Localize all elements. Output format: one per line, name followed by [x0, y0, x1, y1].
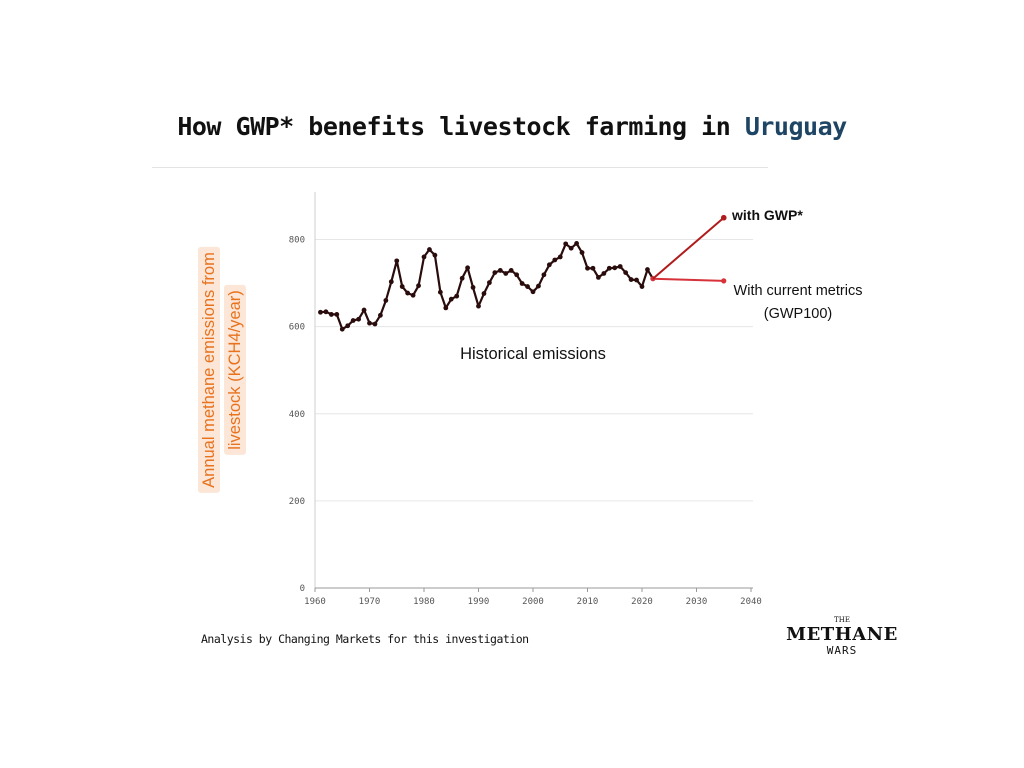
gwp100-label: With current metrics — [734, 283, 863, 299]
historical-data-point — [432, 252, 438, 258]
historical-emissions-line — [320, 242, 654, 331]
historical-data-point — [530, 289, 536, 295]
historical-emissions-points — [318, 241, 656, 332]
historical-data-point — [612, 265, 618, 271]
historical-data-point — [557, 254, 563, 260]
historical-data-point — [470, 285, 476, 290]
gwp100-projection-line — [652, 277, 724, 282]
historical-data-point — [345, 323, 351, 329]
y-tick-label: 800 — [289, 236, 305, 246]
chart-title-country: Uruguay — [744, 112, 847, 141]
title-divider — [152, 167, 768, 168]
historical-data-point — [552, 257, 558, 263]
y-tick-label: 200 — [289, 497, 305, 507]
historical-data-point — [405, 290, 411, 296]
historical-data-point — [334, 312, 340, 317]
gwp-star-label: with GWP* — [731, 207, 803, 223]
x-tick-label: 1970 — [359, 597, 381, 607]
historical-data-point — [437, 289, 443, 295]
historical-data-point — [508, 268, 514, 273]
historical-data-point — [394, 258, 400, 264]
historical-data-point — [590, 265, 596, 271]
historical-data-point — [563, 241, 569, 247]
historical-data-point — [465, 265, 470, 271]
historical-data-point — [634, 277, 639, 283]
x-tick-label: 2030 — [686, 597, 708, 607]
historical-data-point — [601, 271, 607, 276]
historical-emissions-label: Historical emissions — [460, 345, 606, 363]
historical-data-point — [388, 279, 394, 285]
historical-data-point — [579, 250, 585, 255]
historical-data-point — [568, 245, 574, 251]
historical-data-point — [356, 316, 361, 322]
historical-data-point — [541, 272, 547, 278]
historical-data-point — [454, 293, 460, 299]
historical-data-point — [606, 265, 612, 271]
historical-data-point — [514, 272, 520, 278]
x-tick-label: 2040 — [740, 597, 762, 607]
historical-data-point — [476, 303, 481, 309]
historical-data-point — [574, 241, 579, 246]
historical-data-point — [525, 284, 530, 289]
logo-line-methane: METHANE — [786, 624, 898, 645]
historical-data-point — [378, 312, 383, 318]
historical-data-point — [617, 264, 623, 269]
methane-wars-logo: THE METHANE WARS — [782, 616, 902, 657]
logo-line-the: THE — [834, 616, 850, 624]
historical-data-point — [492, 270, 498, 276]
historical-data-point — [427, 247, 432, 252]
historical-data-point — [623, 270, 629, 276]
historical-data-point — [367, 320, 372, 326]
historical-data-point — [350, 318, 356, 323]
source-note: Analysis by Changing Markets for this in… — [201, 632, 529, 646]
historical-data-point — [383, 298, 389, 303]
historical-data-point — [399, 284, 405, 289]
gwp100-end-point — [721, 278, 727, 284]
historical-data-point — [459, 275, 465, 281]
historical-data-point — [487, 280, 492, 286]
x-tick-label: 1990 — [468, 597, 490, 607]
y-tick-label: 0 — [300, 584, 305, 594]
historical-data-point — [497, 268, 503, 273]
historical-data-point — [645, 267, 650, 272]
x-tick-label: 2000 — [522, 597, 544, 607]
historical-data-point — [443, 305, 449, 311]
y-tick-label: 600 — [289, 323, 305, 333]
historical-data-point — [416, 283, 421, 289]
historical-data-point — [372, 321, 378, 327]
historical-data-point — [596, 274, 601, 280]
historical-data-point — [546, 262, 552, 268]
y-tick-label: 400 — [289, 410, 305, 420]
x-tick-label: 1960 — [304, 597, 326, 607]
historical-data-point — [481, 291, 487, 296]
x-tick-label: 2020 — [631, 597, 653, 607]
historical-data-point — [628, 277, 634, 282]
gwp-star-end-point — [720, 214, 727, 221]
historical-data-point — [361, 307, 367, 313]
historical-data-point — [410, 292, 416, 298]
x-tick-label: 1980 — [413, 597, 435, 607]
historical-data-point — [639, 284, 645, 289]
chart-title: How GWP* benefits livestock farming in U… — [177, 112, 847, 141]
historical-data-point — [585, 265, 590, 271]
historical-data-point — [339, 326, 345, 332]
historical-data-point — [328, 312, 334, 317]
historical-data-point — [318, 309, 323, 315]
x-tick-label: 2010 — [577, 597, 599, 607]
historical-data-point — [519, 281, 525, 286]
historical-data-point — [503, 271, 509, 276]
historical-data-point — [323, 309, 329, 315]
logo-line-wars: WARS — [826, 644, 858, 657]
historical-data-point — [536, 283, 541, 289]
historical-data-point — [448, 296, 454, 302]
historical-data-point — [421, 254, 427, 260]
gwp100-sublabel: (GWP100) — [764, 306, 833, 322]
gwp-star-projection-line — [652, 216, 725, 280]
